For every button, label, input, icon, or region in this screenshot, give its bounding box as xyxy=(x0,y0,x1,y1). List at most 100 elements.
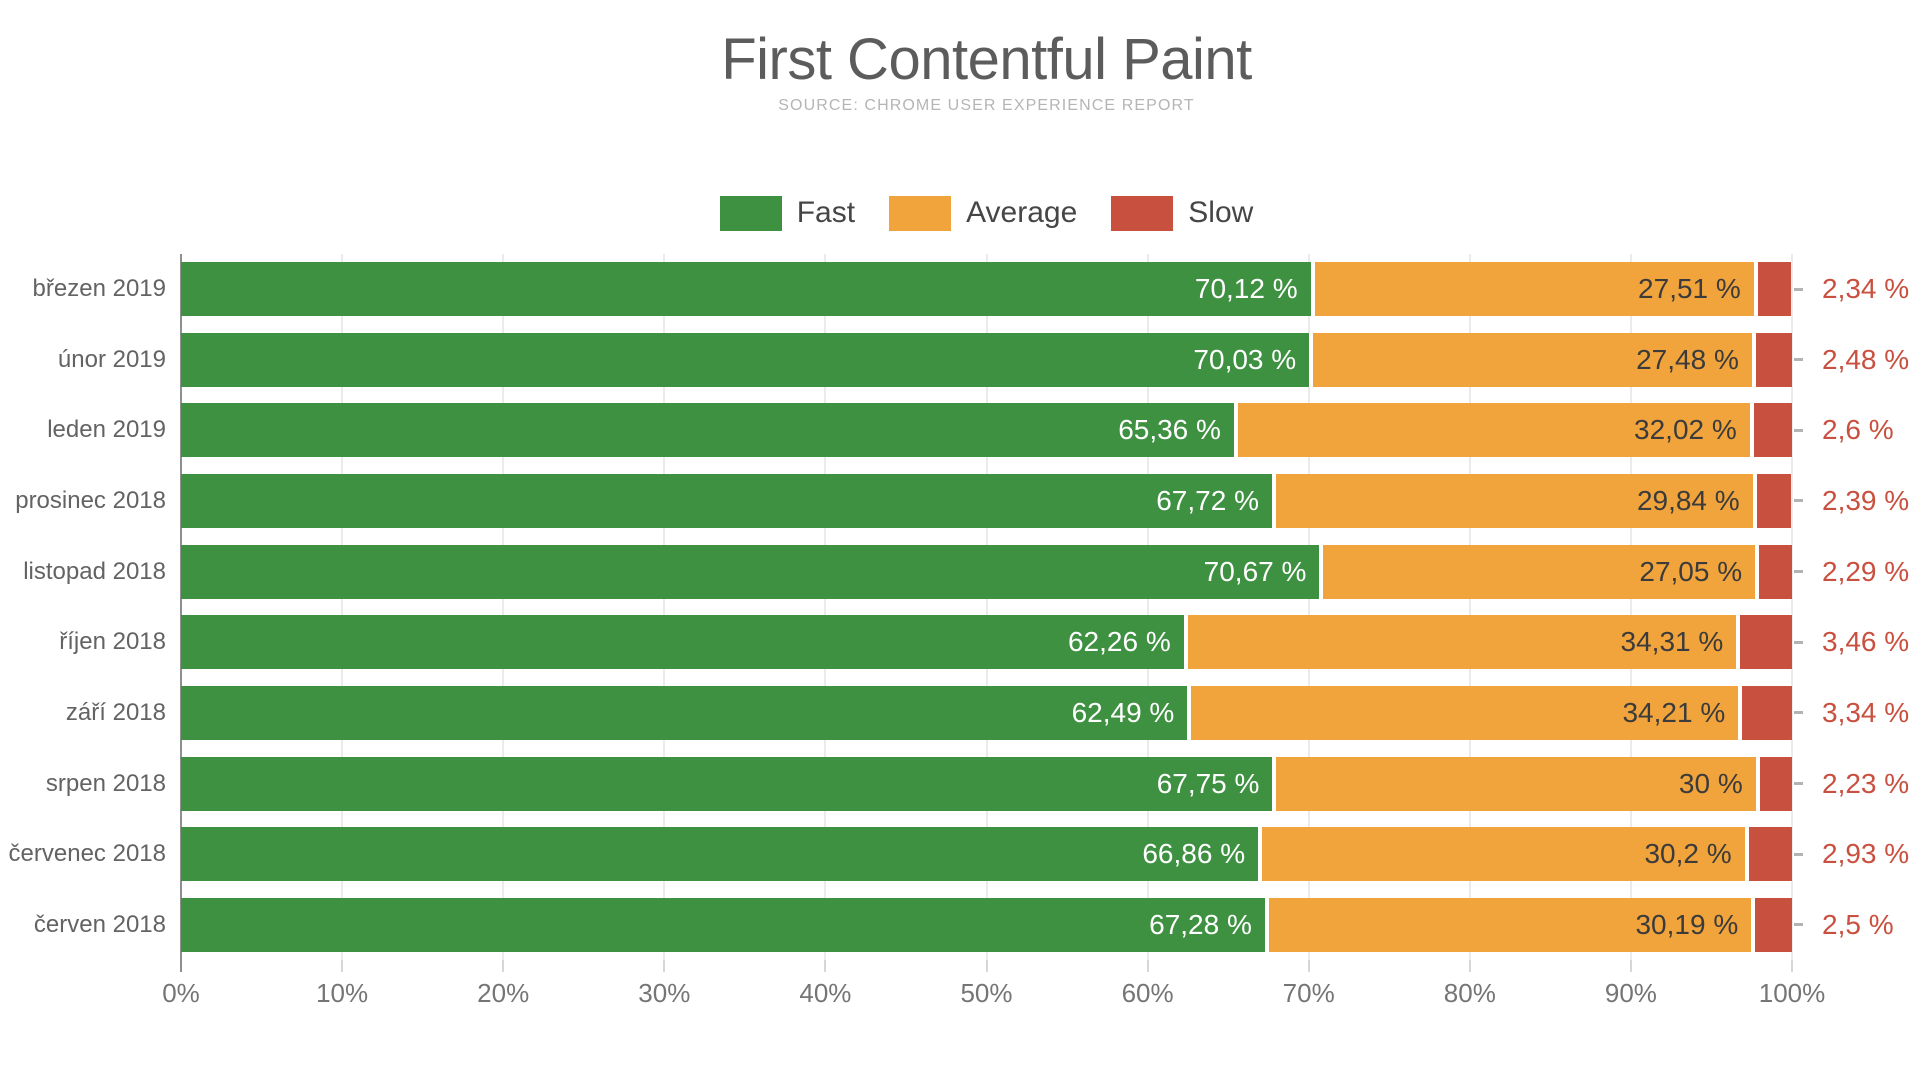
table-row: listopad 2018 70,67 % 27,05 % 2,29 % xyxy=(0,544,1920,599)
segment-slow[interactable] xyxy=(1736,615,1792,670)
average-value-label: 34,21 % xyxy=(1622,696,1726,728)
slow-value-label: 2,39 % xyxy=(1822,484,1910,516)
leader-line xyxy=(1794,570,1803,574)
bar-track: 70,67 % 27,05 % xyxy=(181,544,1793,599)
segment-fast[interactable]: 62,26 % xyxy=(181,615,1184,670)
x-tick-label: 90% xyxy=(1604,978,1657,1008)
bar-track: 62,49 % 34,21 % xyxy=(181,685,1793,740)
category-label: říjen 2018 xyxy=(59,628,166,656)
bar-track: 67,75 % 30 % xyxy=(181,756,1792,811)
segment-average[interactable]: 27,05 % xyxy=(1319,544,1756,599)
legend-label-average: Average xyxy=(966,196,1078,229)
segment-fast[interactable]: 67,75 % xyxy=(181,756,1273,811)
leader-line xyxy=(1794,852,1803,856)
fast-value-label: 62,49 % xyxy=(1071,696,1175,728)
segment-fast[interactable]: 66,86 % xyxy=(181,827,1259,882)
segment-fast[interactable]: 62,49 % xyxy=(181,685,1188,740)
table-row: srpen 2018 67,75 % 30 % 2,23 % xyxy=(0,756,1920,811)
x-tick-mark xyxy=(1146,960,1149,972)
leader-line xyxy=(1794,711,1803,715)
leader-line xyxy=(1794,923,1803,927)
bar-track: 70,03 % 27,48 % xyxy=(181,332,1792,387)
x-tick-mark xyxy=(1307,960,1310,972)
x-tick-mark xyxy=(502,960,505,972)
x-tick-mark xyxy=(341,960,344,972)
segment-average[interactable]: 30 % xyxy=(1272,756,1756,811)
table-row: prosinec 2018 67,72 % 29,84 % 2,39 % xyxy=(0,473,1920,528)
category-label: únor 2019 xyxy=(57,345,166,373)
x-tick-label: 30% xyxy=(638,978,691,1008)
bar-track: 67,72 % 29,84 % xyxy=(181,473,1792,528)
category-label: září 2018 xyxy=(65,698,166,726)
legend-item-slow: Slow xyxy=(1111,195,1253,231)
segment-fast[interactable]: 70,12 % xyxy=(181,262,1311,316)
category-label: březen 2019 xyxy=(32,275,166,302)
segment-fast[interactable]: 67,28 % xyxy=(181,897,1265,952)
segment-average[interactable]: 30,2 % xyxy=(1258,827,1745,882)
segment-fast[interactable]: 70,03 % xyxy=(181,332,1310,387)
x-tick-label: 80% xyxy=(1443,978,1496,1008)
fast-value-label: 67,28 % xyxy=(1149,908,1252,940)
slow-value-label: 2,29 % xyxy=(1822,555,1910,587)
segment-fast[interactable]: 65,36 % xyxy=(181,403,1234,458)
category-label: červen 2018 xyxy=(33,910,166,938)
x-tick-mark xyxy=(1468,960,1471,972)
segment-slow[interactable] xyxy=(1738,685,1793,740)
gridline xyxy=(1307,254,1310,960)
chart-title: First Contentful Paint xyxy=(721,27,1252,92)
segment-fast[interactable]: 70,67 % xyxy=(181,544,1320,599)
average-value-label: 27,48 % xyxy=(1636,343,1739,375)
segment-average[interactable]: 27,48 % xyxy=(1309,332,1752,387)
segment-average[interactable]: 27,51 % xyxy=(1310,262,1754,316)
average-value-label: 34,31 % xyxy=(1620,626,1724,658)
legend-item-average: Average xyxy=(889,195,1078,231)
segment-slow[interactable] xyxy=(1752,473,1792,528)
gridline xyxy=(1468,254,1471,960)
bar-rows: březen 2019 70,12 % 27,51 % 2,34 % únor … xyxy=(0,254,1920,960)
x-tick-label: 10% xyxy=(316,978,369,1008)
fast-value-label: 70,12 % xyxy=(1194,273,1298,304)
segment-average[interactable]: 30,19 % xyxy=(1264,897,1752,952)
segment-fast[interactable]: 67,72 % xyxy=(181,473,1272,528)
segment-slow[interactable] xyxy=(1749,403,1792,458)
segment-average[interactable]: 29,84 % xyxy=(1271,473,1753,528)
slow-value-label: 2,34 % xyxy=(1822,273,1910,304)
gridline xyxy=(1629,254,1632,960)
category-label: leden 2019 xyxy=(47,416,166,444)
slow-swatch-icon xyxy=(1111,195,1174,231)
fast-value-label: 67,72 % xyxy=(1156,484,1259,516)
fast-value-label: 62,26 % xyxy=(1067,626,1171,658)
table-row: leden 2019 65,36 % 32,02 % 2,6 % xyxy=(0,403,1920,458)
category-label: červenec 2018 xyxy=(8,840,166,868)
table-row: červen 2018 67,28 % 30,19 % 2,5 % xyxy=(0,897,1920,952)
segment-slow[interactable] xyxy=(1744,827,1792,882)
average-value-label: 29,84 % xyxy=(1636,484,1740,516)
table-row: červenec 2018 66,86 % 30,2 % 2,93 % xyxy=(0,827,1920,882)
segment-average[interactable]: 34,21 % xyxy=(1187,685,1739,740)
bar-track: 67,28 % 30,19 % xyxy=(181,897,1792,952)
average-swatch-icon xyxy=(889,195,952,231)
fast-swatch-icon xyxy=(719,195,782,231)
average-value-label: 27,05 % xyxy=(1639,555,1743,587)
average-value-label: 30,19 % xyxy=(1635,908,1739,940)
table-row: říjen 2018 62,26 % 34,31 % 3,46 % xyxy=(0,615,1920,670)
segment-slow[interactable] xyxy=(1755,544,1793,599)
legend: Fast Average Slow xyxy=(181,194,1792,232)
average-value-label: 32,02 % xyxy=(1634,414,1737,446)
x-tick-mark xyxy=(663,960,666,972)
fast-value-label: 66,86 % xyxy=(1142,838,1246,870)
segment-average[interactable]: 32,02 % xyxy=(1233,403,1750,458)
gridline xyxy=(1791,254,1793,960)
x-tick-label: 60% xyxy=(1121,978,1174,1008)
segment-slow[interactable] xyxy=(1751,332,1792,387)
x-tick-mark xyxy=(1629,960,1632,972)
segment-average[interactable]: 34,31 % xyxy=(1183,615,1737,670)
segment-slow[interactable] xyxy=(1755,756,1792,811)
gridline xyxy=(663,254,666,960)
chart-subtitle: SOURCE: CHROME USER EXPERIENCE REPORT xyxy=(778,97,1195,114)
x-tick-mark xyxy=(985,960,988,972)
leader-line xyxy=(1794,428,1803,432)
segment-slow[interactable] xyxy=(1753,262,1792,316)
segment-slow[interactable] xyxy=(1751,897,1792,952)
